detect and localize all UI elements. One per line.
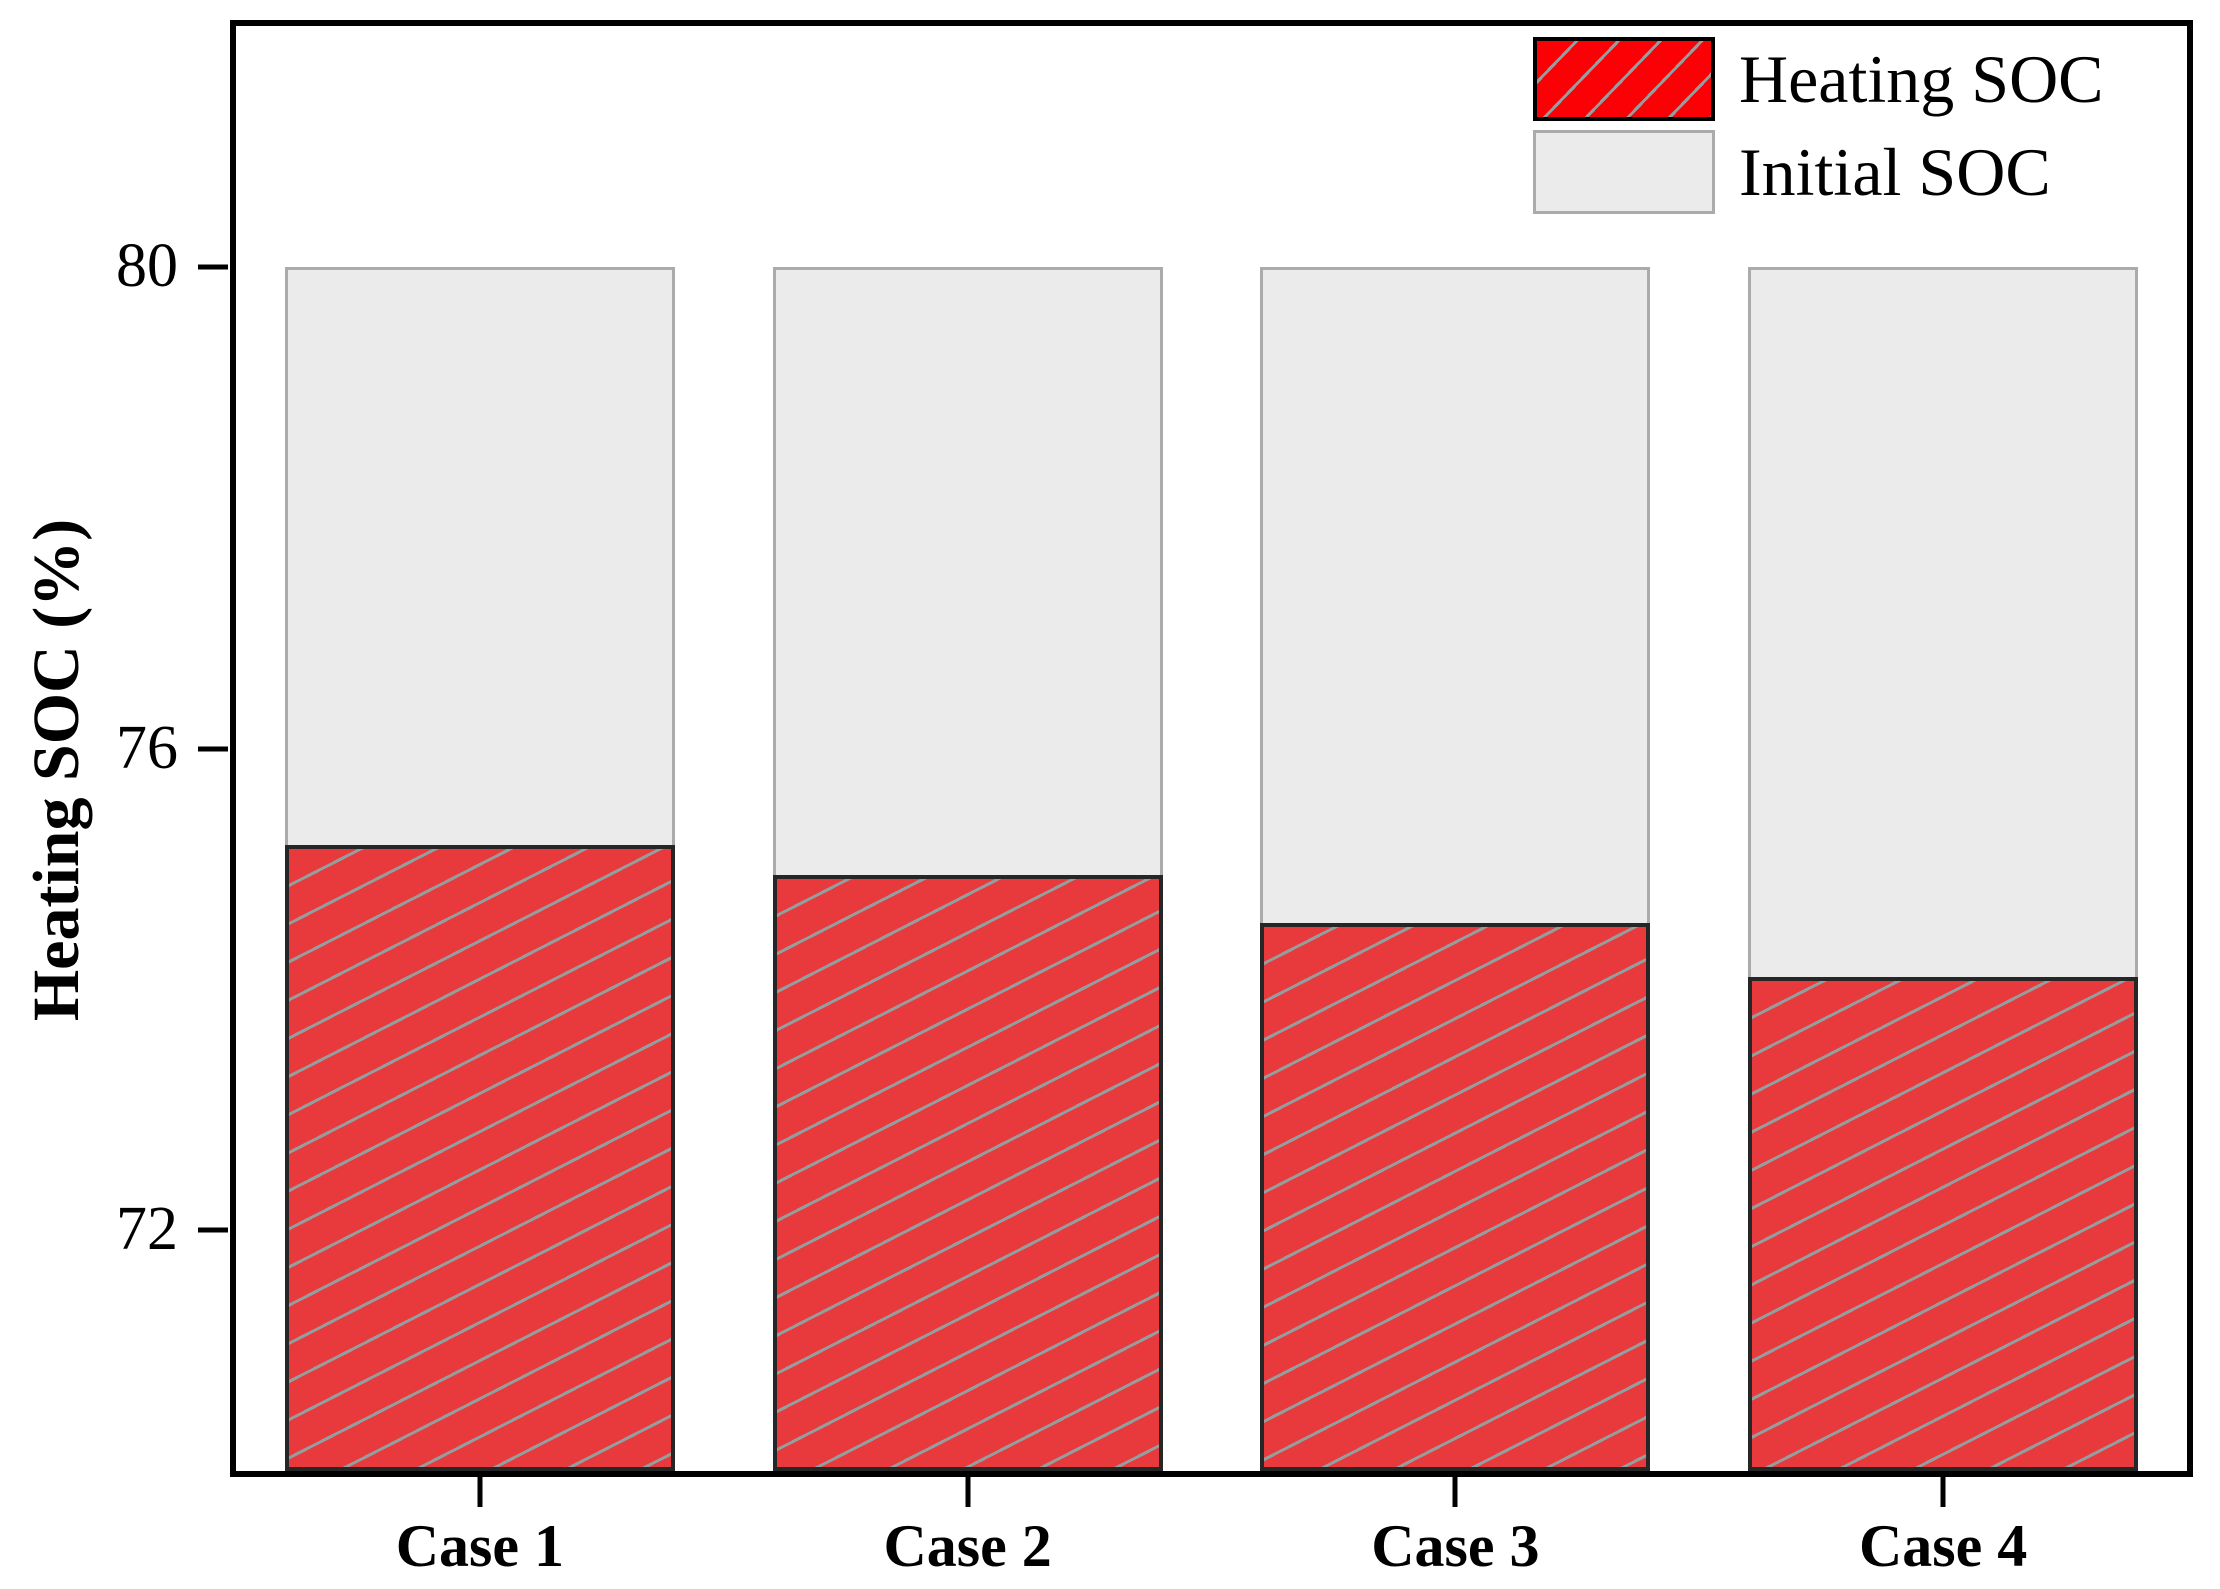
y-axis-title: Heating SOC (%) (20, 518, 93, 1022)
legend-label-initial-soc: Initial SOC (1739, 134, 2051, 210)
x-tick-case-2 (965, 1477, 971, 1507)
legend-swatch-initial-soc (1533, 130, 1715, 214)
y-tick-80 (198, 264, 228, 270)
x-tick-case-4 (1940, 1477, 1946, 1507)
y-tick-72 (198, 1227, 228, 1233)
x-category-label-case-4: Case 4 (1858, 1513, 2028, 1579)
y-tick-label-80: 80 (116, 231, 178, 300)
x-category-label-case-3: Case 3 (1371, 1513, 1540, 1579)
legend-item-initial-soc: Initial SOC (1533, 130, 2104, 214)
bar-heating-case-3 (1260, 923, 1651, 1471)
x-tick-case-3 (1452, 1477, 1458, 1507)
bar-heating-case-1 (284, 844, 675, 1471)
y-tick-label-72: 72 (116, 1194, 178, 1263)
x-category-label-case-1: Case 1 (395, 1513, 565, 1579)
legend: Heating SOC Initial SOC (1533, 37, 2104, 214)
bar-heating-case-4 (1748, 977, 2139, 1471)
legend-item-heating-soc: Heating SOC (1533, 37, 2104, 121)
legend-label-heating-soc: Heating SOC (1739, 41, 2104, 117)
plot-area: Heating SOC Initial SOC (230, 20, 2193, 1477)
y-tick-76 (198, 746, 228, 751)
x-category-label-case-2: Case 2 (883, 1513, 1052, 1579)
bar-heating-case-2 (772, 874, 1163, 1471)
legend-swatch-heating-soc (1533, 37, 1715, 121)
x-tick-case-1 (477, 1477, 483, 1507)
plot-inner: Heating SOC Initial SOC (236, 26, 2187, 1471)
